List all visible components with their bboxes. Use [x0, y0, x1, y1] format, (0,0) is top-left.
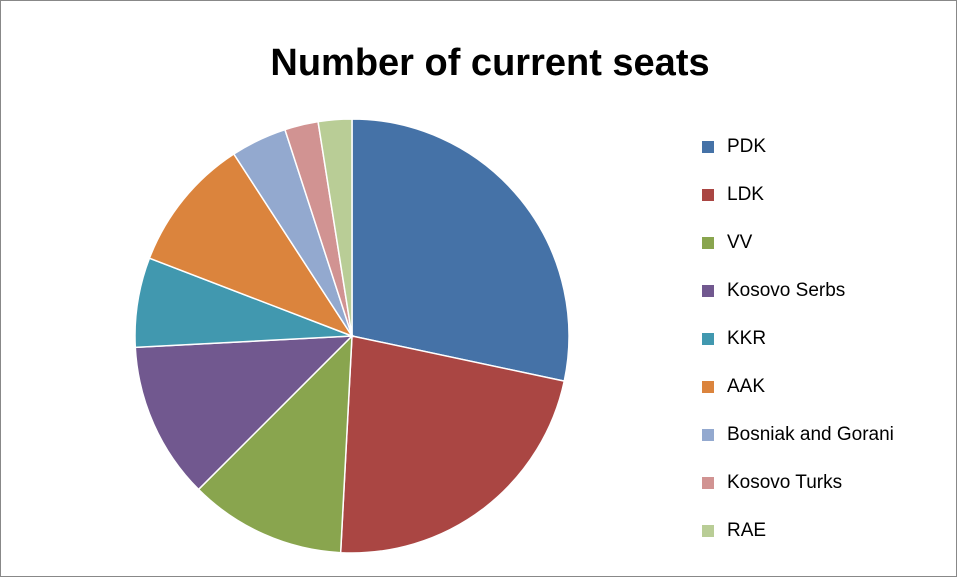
legend-swatch [702, 381, 714, 393]
legend-label: LDK [727, 184, 764, 205]
legend-swatch [702, 429, 714, 441]
legend-swatch [702, 333, 714, 345]
legend-label: Kosovo Serbs [727, 280, 845, 301]
legend-label: Bosniak and Gorani [727, 424, 894, 445]
legend-label: PDK [727, 136, 766, 157]
legend-label: AAK [727, 376, 765, 397]
pie-slice [317, 118, 353, 337]
legend-swatch [702, 141, 714, 153]
pie-slice [148, 152, 354, 338]
legend-label: VV [727, 232, 753, 253]
legend-label: RAE [727, 520, 766, 541]
chart-title: Number of current seats [270, 42, 709, 84]
legend-swatch [702, 525, 714, 537]
pie-slice [351, 118, 570, 383]
pie-slice [339, 335, 566, 554]
legend-swatch [702, 285, 714, 297]
pie-slice [134, 335, 354, 491]
legend-label: KKR [727, 328, 766, 349]
legend-swatch [702, 189, 714, 201]
legend-swatch [702, 237, 714, 249]
pie-slice [197, 334, 353, 554]
legend-swatch [702, 477, 714, 489]
legend-label: Kosovo Turks [727, 472, 842, 493]
